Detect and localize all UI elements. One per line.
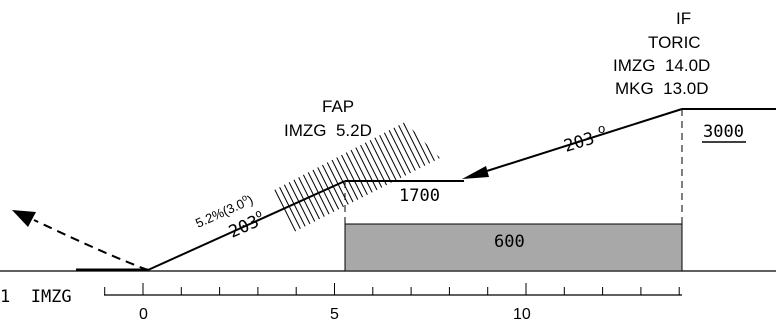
if-name: TORIC — [648, 33, 701, 52]
missed-approach-path — [33, 219, 149, 271]
initial-course-degree: o — [598, 121, 605, 136]
obstacle-clearance-box — [344, 223, 683, 272]
dme-tick-label-0: 0 — [139, 306, 148, 322]
final-segment-line — [147, 180, 346, 271]
initial-segment-line — [467, 108, 683, 178]
hatch-line — [474, 120, 534, 240]
hatch-line — [468, 120, 528, 240]
dme-tick-label-10: 10 — [513, 306, 531, 322]
hatch-line — [456, 120, 516, 240]
initial-course-label: 203 — [562, 129, 597, 157]
dme-tick-label-5: 5 — [330, 306, 339, 322]
if-altitude: 3000 — [703, 122, 744, 142]
fap-title: FAP — [322, 97, 354, 116]
missed-approach-arrowhead — [12, 210, 36, 227]
dme-scale — [104, 283, 682, 296]
fap-altitude: 1700 — [399, 186, 440, 206]
dme-station-label: 1 IMZG — [0, 287, 72, 307]
if-title: IF — [676, 9, 691, 28]
hatch-line — [462, 120, 522, 240]
fap-dme: IMZG 5.2D — [284, 121, 372, 140]
ocs-altitude-label: 600 — [494, 232, 525, 252]
if-dme-imzg: IMZG 14.0D — [613, 56, 710, 75]
if-dme-mkg: MKG 13.0D — [615, 79, 709, 98]
initial-segment-arrowhead — [462, 166, 489, 179]
